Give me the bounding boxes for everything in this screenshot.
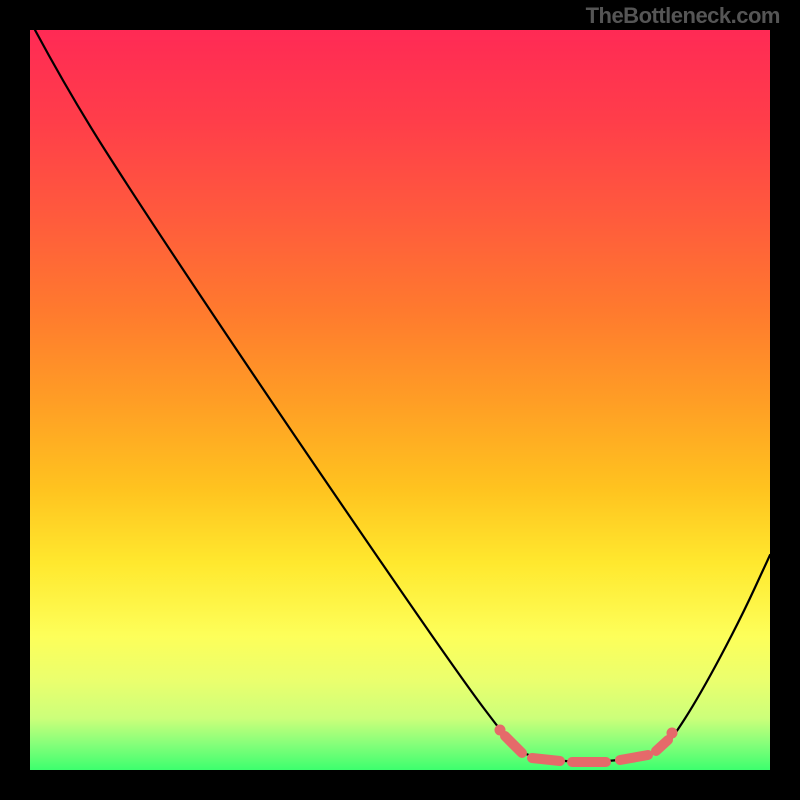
marker-end-dot	[495, 725, 506, 736]
plot-gradient-bg	[30, 30, 770, 770]
marker-segment	[532, 758, 560, 761]
bottleneck-curve-chart	[0, 0, 800, 800]
marker-end-dot	[667, 728, 678, 739]
marker-segment	[620, 755, 648, 760]
chart-canvas: TheBottleneck.com	[0, 0, 800, 800]
watermark-text: TheBottleneck.com	[586, 3, 780, 29]
